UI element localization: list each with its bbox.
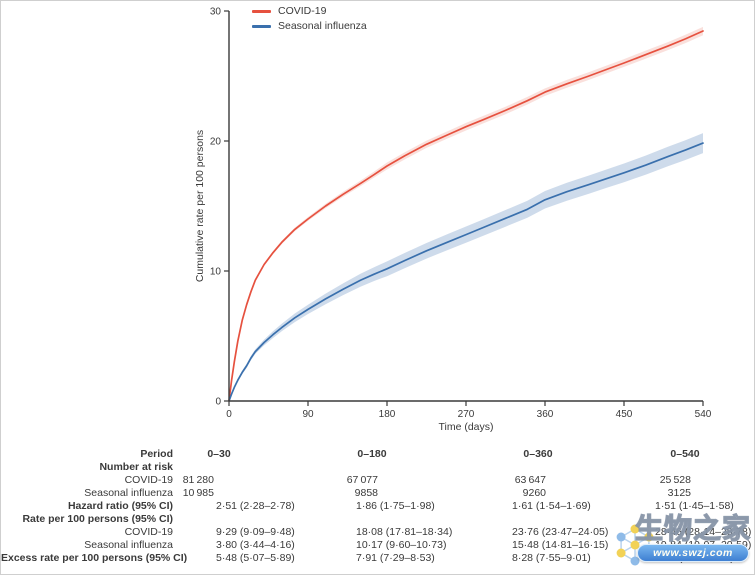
x-tick-label: 270 xyxy=(458,409,475,420)
ci-band-covid xyxy=(229,26,703,402)
y-tick-label: 30 xyxy=(210,7,222,18)
table-cell: 0–540 xyxy=(670,448,700,460)
x-axis-title: Time (days) xyxy=(438,421,493,433)
legend-item-influenza: Seasonal influenza xyxy=(252,19,367,34)
ci-band-influenza xyxy=(229,133,703,401)
x-tick-label: 540 xyxy=(695,409,711,420)
table-cell: 18·08 (17·81–18·34) xyxy=(356,526,453,538)
table-cell: 10 985 xyxy=(182,487,214,499)
table-cell: 25 528 xyxy=(659,474,691,486)
covid-line-swatch-icon xyxy=(252,10,271,13)
legend-item-covid: COVID-19 xyxy=(252,4,367,19)
table-row-label: Hazard ratio (95% CI) xyxy=(67,500,173,512)
y-tick-label: 0 xyxy=(215,397,221,408)
cumulative-rate-chart: 0 10 20 30 0 90 180 270 360 450 540 Cumulative rate… xyxy=(194,7,711,434)
table-cell: 2·51 (2·28–2·78) xyxy=(216,500,295,512)
y-tick-label: 20 xyxy=(210,137,222,148)
table-cell: 81 280 xyxy=(182,474,214,486)
curve-covid xyxy=(228,30,704,402)
watermark: 生物之家 www.swzj.com xyxy=(611,511,753,573)
table-cell: 7·91 (7·29–8·53) xyxy=(356,552,435,564)
table-cell: 5·48 (5·07–5·89) xyxy=(216,552,295,564)
table-row-label: Seasonal influenza xyxy=(84,539,173,551)
table-row-label: Period xyxy=(140,448,173,460)
table-cell: 3·80 (3·44–4·16) xyxy=(216,539,295,551)
table-cell: 0–360 xyxy=(523,448,553,460)
table-cell: 8·28 (7·55–9·01) xyxy=(512,552,591,564)
curve-influenza xyxy=(228,142,704,402)
table-cell: 0–30 xyxy=(207,448,231,460)
table-row-label: Rate per 100 persons (95% CI) xyxy=(22,513,173,525)
table-cell: 8·62 (7·55–9·44) xyxy=(655,552,734,564)
legend-label-covid: COVID-19 xyxy=(278,5,327,17)
table-cell: 10·17 (9·60–10·73) xyxy=(356,539,447,551)
table-cell: 23·76 (23·47–24·05) xyxy=(512,526,609,538)
table-cell: 1·61 (1·54–1·69) xyxy=(512,500,591,512)
table-cell: 9260 xyxy=(522,487,546,499)
table-cell: 3125 xyxy=(667,487,691,499)
table-cell: 0–180 xyxy=(357,448,387,460)
x-tick-label: 90 xyxy=(302,409,314,420)
legend-label-influenza: Seasonal influenza xyxy=(278,20,367,32)
legend: COVID-19 Seasonal influenza xyxy=(252,4,367,34)
x-tick-label: 360 xyxy=(537,409,554,420)
table-cell: 15·48 (14·81–16·15) xyxy=(512,539,609,551)
x-tick-label: 180 xyxy=(379,409,396,420)
table-row-label: Seasonal influenza xyxy=(84,487,173,499)
watermark-molecule-logo-icon xyxy=(616,524,654,566)
table-row-label: COVID-19 xyxy=(124,474,173,486)
table-row-label: COVID-19 xyxy=(124,526,173,538)
table-cell: 9858 xyxy=(354,487,378,499)
table-cell: 28·46 (28·14–28·78) xyxy=(655,526,752,538)
table-row-label: Excess rate per 100 persons (95% CI) xyxy=(1,552,188,564)
y-tick-label: 10 xyxy=(210,267,222,278)
table-cell: 1·86 (1·75–1·98) xyxy=(356,500,435,512)
table-cell: 67 077 xyxy=(346,474,378,486)
x-tick-label: 0 xyxy=(226,409,232,420)
table-cell: 63 647 xyxy=(514,474,546,486)
table-cell: 1·51 (1·45–1·58) xyxy=(655,500,734,512)
y-axis-title: Cumulative rate per 100 persons xyxy=(194,130,206,282)
table-cell: 19·84 (19·07–20·59) xyxy=(655,539,752,551)
watermark-brand-text: 生物之家 xyxy=(634,512,752,544)
watermark-url-pill: www.swzj.com xyxy=(637,544,749,562)
table-cell: 9·29 (9·09–9·48) xyxy=(216,526,295,538)
table-row-label: Number at risk xyxy=(99,461,173,473)
x-tick-label: 450 xyxy=(616,409,633,420)
influenza-line-swatch-icon xyxy=(252,25,271,28)
